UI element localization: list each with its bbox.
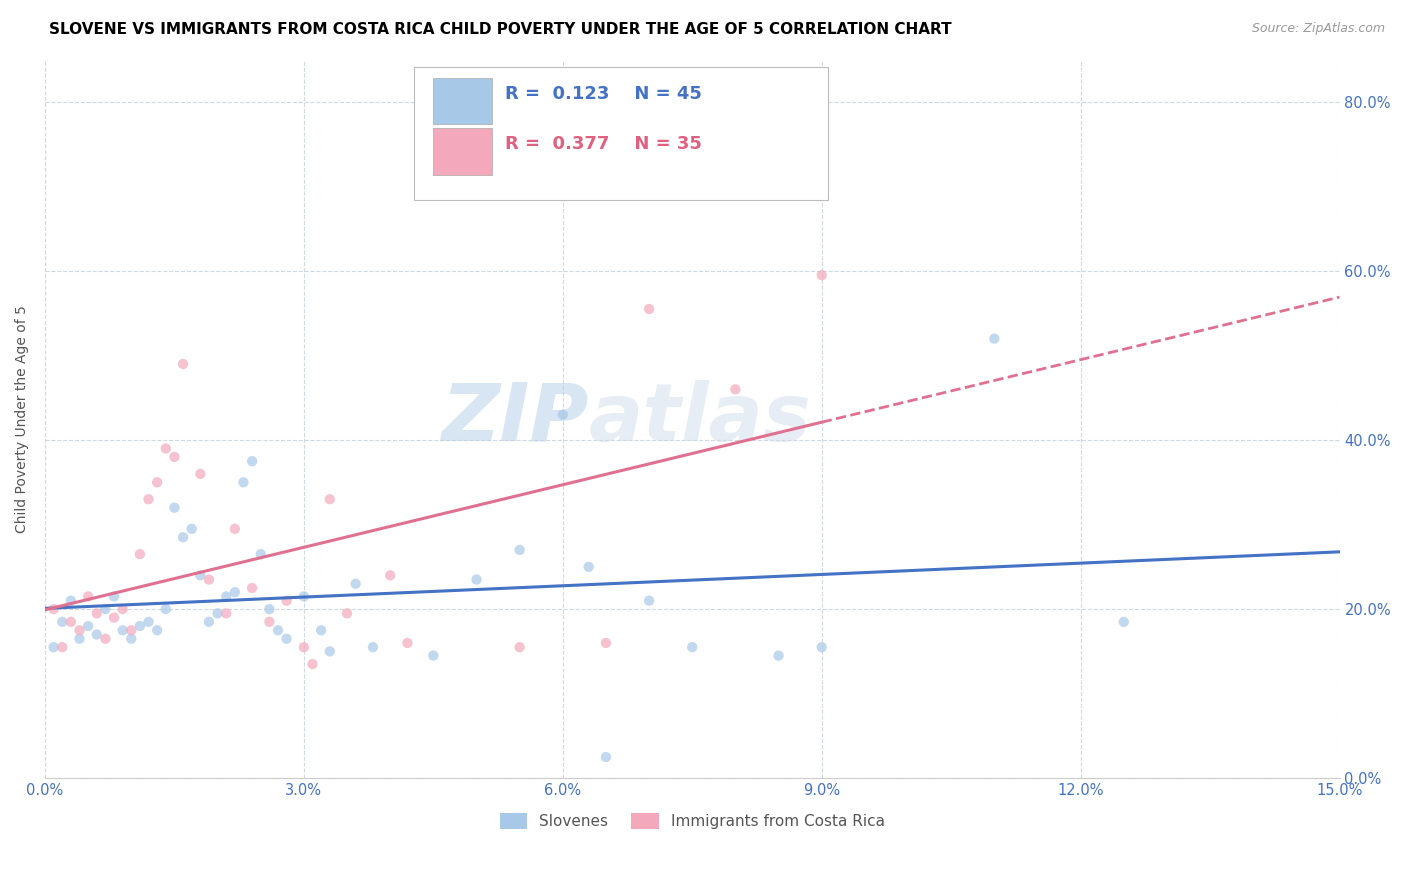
Point (69, 632, 91, 646)
Point (86, 607, 108, 621)
Point (724, 382, 747, 396)
Point (172, 530, 194, 544)
Point (180, 522, 202, 536)
Point (551, 408, 574, 422)
Point (224, 585, 246, 599)
Point (240, 581, 263, 595)
Point (146, 475, 169, 490)
Point (465, 573, 488, 587)
FancyBboxPatch shape (433, 78, 492, 124)
Point (380, 568, 402, 582)
Point (319, 492, 342, 507)
Point (120, 624, 142, 638)
Point (319, 644, 342, 658)
Point (163, 500, 186, 515)
Legend: Slovenes, Immigrants from Costa Rica: Slovenes, Immigrants from Costa Rica (494, 807, 891, 835)
Point (344, 576, 367, 591)
Point (336, 607, 359, 621)
Point (94, 602, 117, 616)
Point (276, 593, 298, 607)
Point (51, 640, 73, 655)
Point (86, 627, 108, 641)
Point (111, 624, 134, 638)
Point (309, 624, 332, 638)
Point (120, 632, 142, 646)
Y-axis label: Child Poverty Under the Age of 5: Child Poverty Under the Age of 5 (15, 305, 30, 533)
Point (509, 543, 531, 558)
Point (155, 442, 177, 456)
Point (207, 607, 229, 621)
Point (198, 573, 221, 587)
Point (215, 590, 238, 604)
Point (146, 624, 169, 638)
Point (232, 475, 254, 490)
Point (509, 640, 531, 655)
Point (810, 268, 832, 283)
Point (129, 619, 152, 633)
Point (129, 547, 152, 561)
Point (595, 636, 617, 650)
Point (292, 590, 315, 604)
FancyBboxPatch shape (433, 128, 492, 175)
Point (188, 467, 211, 481)
Text: R =  0.377    N = 35: R = 0.377 N = 35 (505, 135, 702, 153)
Point (1112, 615, 1135, 629)
Point (681, 640, 703, 655)
Point (94, 632, 117, 646)
Point (172, 357, 194, 371)
Text: ZIP: ZIP (441, 380, 589, 458)
Point (103, 590, 125, 604)
Point (249, 547, 271, 561)
Point (276, 632, 298, 646)
Text: SLOVENE VS IMMIGRANTS FROM COSTA RICA CHILD POVERTY UNDER THE AGE OF 5 CORRELATI: SLOVENE VS IMMIGRANTS FROM COSTA RICA CH… (49, 22, 952, 37)
Point (111, 602, 134, 616)
Point (163, 450, 186, 464)
Point (810, 640, 832, 655)
Point (396, 636, 419, 650)
Point (42, 640, 65, 655)
Point (198, 615, 221, 629)
Point (267, 624, 290, 638)
Point (77, 619, 100, 633)
Point (155, 602, 177, 616)
Point (138, 492, 160, 507)
Point (595, 750, 617, 764)
Point (768, 648, 790, 663)
Point (59, 615, 82, 629)
Point (638, 301, 661, 316)
Point (42, 602, 65, 616)
Point (188, 568, 211, 582)
Point (59, 593, 82, 607)
FancyBboxPatch shape (413, 67, 828, 200)
Text: Source: ZipAtlas.com: Source: ZipAtlas.com (1251, 22, 1385, 36)
Point (578, 559, 600, 574)
Point (292, 640, 315, 655)
Point (138, 615, 160, 629)
Point (77, 590, 100, 604)
Point (361, 640, 384, 655)
Point (224, 522, 246, 536)
Point (51, 615, 73, 629)
Point (422, 648, 444, 663)
Point (301, 657, 323, 671)
Point (638, 593, 661, 607)
Text: atlas: atlas (589, 380, 811, 458)
Point (103, 610, 125, 624)
Point (240, 454, 263, 468)
Text: R =  0.123    N = 45: R = 0.123 N = 45 (505, 85, 702, 103)
Point (983, 332, 1005, 346)
Point (69, 624, 91, 638)
Point (259, 602, 281, 616)
Point (215, 607, 238, 621)
Point (259, 615, 281, 629)
